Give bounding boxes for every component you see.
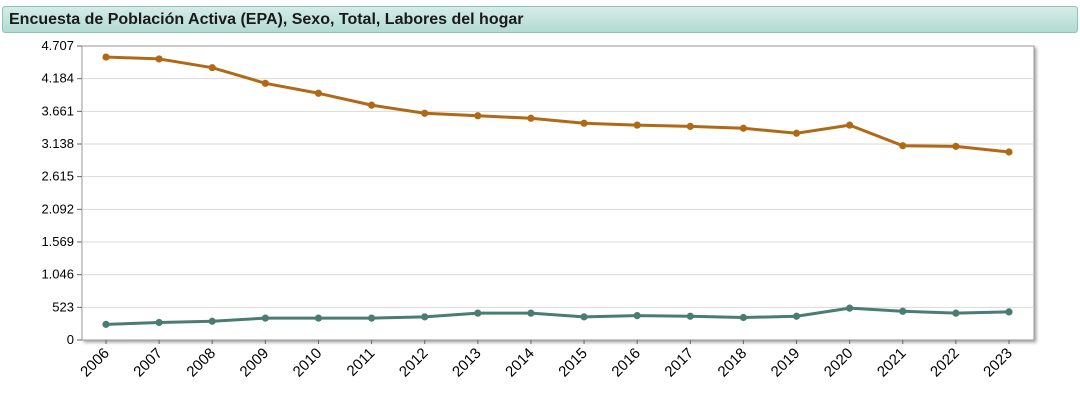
series-group [102, 53, 1013, 328]
plot-area [81, 45, 1035, 341]
data-point[interactable] [421, 109, 429, 117]
data-point[interactable] [846, 121, 854, 129]
x-tick-label: 2008 [183, 345, 219, 381]
data-point[interactable] [952, 142, 960, 150]
data-point[interactable] [1005, 148, 1013, 156]
data-point[interactable] [739, 313, 748, 322]
y-tick-label: 0 [67, 332, 74, 347]
data-point[interactable] [792, 312, 801, 320]
data-point[interactable] [633, 312, 641, 320]
data-point[interactable] [155, 55, 163, 63]
data-point[interactable] [899, 307, 907, 315]
y-tick-label: 523 [52, 299, 74, 314]
data-point[interactable] [580, 119, 588, 127]
x-tick-label: 2017 [662, 345, 698, 381]
y-tick-label: 2.615 [41, 169, 74, 184]
data-point[interactable] [208, 64, 216, 72]
x-tick-label: 2023 [980, 345, 1016, 381]
data-point[interactable] [686, 122, 694, 130]
y-tick-label: 1.569 [41, 234, 74, 249]
x-tick-label: 2007 [130, 345, 166, 381]
x-tick-label: 2022 [927, 345, 963, 381]
chart-title-bar: Encuesta de Población Activa (EPA), Sexo… [2, 6, 1078, 33]
chart-title: Encuesta de Población Activa (EPA), Sexo… [9, 11, 524, 28]
y-tick-label: 3.661 [41, 103, 74, 118]
y-tick-label: 3.138 [41, 136, 74, 151]
x-tick-label: 2019 [768, 345, 804, 381]
data-point[interactable] [739, 124, 748, 132]
data-point[interactable] [314, 314, 323, 322]
y-tick-label: 4.184 [41, 71, 74, 86]
x-tick-label: 2018 [715, 345, 751, 381]
x-tick-label: 2014 [502, 345, 538, 381]
data-point[interactable] [367, 314, 376, 322]
data-point[interactable] [1005, 308, 1013, 316]
data-point[interactable] [314, 89, 323, 97]
series-line-2 [105, 306, 1010, 326]
data-point[interactable] [208, 317, 216, 325]
gridlines [82, 78, 1034, 308]
data-point[interactable] [367, 101, 376, 109]
data-point[interactable] [155, 318, 163, 327]
data-point[interactable] [527, 309, 535, 317]
data-point[interactable] [580, 313, 588, 321]
x-tick-label: 2016 [608, 345, 644, 381]
data-point[interactable] [421, 313, 429, 321]
data-point[interactable] [686, 312, 694, 320]
data-point[interactable] [474, 309, 482, 317]
data-point[interactable] [952, 309, 960, 317]
x-axis-ticks: 2006 2007 2008 2009 2010 2011 2012 2013 2014 2015… [77, 340, 1016, 380]
series-line-1 [105, 55, 1010, 154]
y-axis-ticks: 0 523 1.046 1.569 2.092 2.615 3.138 3.661 4.184 4… [41, 38, 82, 347]
x-tick-label: 2015 [555, 345, 591, 381]
x-tick-label: 2010 [290, 345, 326, 381]
x-tick-label: 2011 [344, 345, 379, 380]
y-tick-label: 2.092 [41, 201, 74, 216]
x-tick-label: 2013 [449, 345, 485, 381]
data-point[interactable] [102, 53, 110, 61]
data-point[interactable] [846, 304, 854, 312]
x-tick-label: 2020 [821, 345, 857, 381]
data-point[interactable] [792, 129, 801, 137]
data-point[interactable] [899, 142, 907, 150]
data-point[interactable] [261, 314, 269, 322]
x-tick-label: 2021 [874, 345, 910, 381]
x-tick-label: 2006 [77, 345, 113, 381]
x-tick-label: 2009 [237, 345, 273, 381]
data-point[interactable] [527, 114, 535, 122]
y-tick-label: 4.707 [41, 38, 74, 53]
x-tick-label: 2012 [396, 345, 432, 381]
data-point[interactable] [261, 79, 269, 87]
data-point[interactable] [102, 320, 110, 328]
y-tick-label: 1.046 [41, 267, 74, 282]
data-point[interactable] [633, 121, 641, 129]
data-point[interactable] [474, 112, 482, 120]
